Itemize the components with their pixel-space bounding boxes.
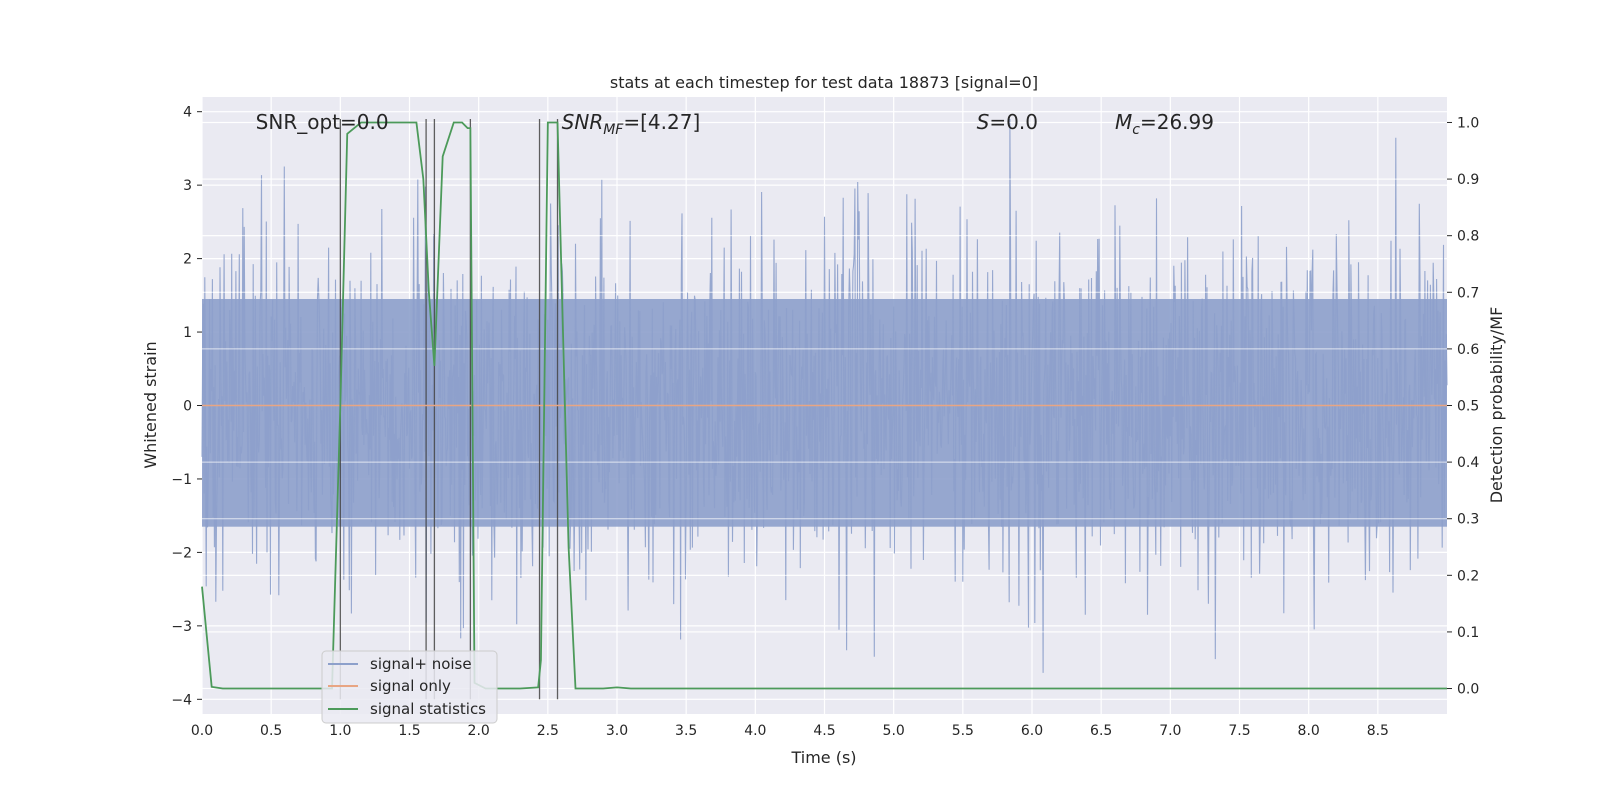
annotation-label: Mc=26.99	[1115, 110, 1214, 138]
y-right-tick-label: 0.5	[1457, 399, 1479, 415]
y-left-tick-label: 1	[183, 325, 192, 341]
y-axis-label-left: Whitened strain	[141, 341, 160, 468]
legend: signal+ noise signal only signal statist…	[321, 650, 498, 724]
x-tick-label: 0.0	[191, 723, 213, 739]
chart-title: stats at each timestep for test data 188…	[610, 73, 1038, 92]
y-left-tick-label: 3	[183, 178, 192, 194]
x-tick-label: 0.5	[260, 723, 282, 739]
x-tick-label: 8.5	[1367, 723, 1389, 739]
x-tick-label: 7.5	[1228, 723, 1250, 739]
y-right-tick-label: 1.0	[1457, 115, 1479, 131]
y-axis-label-right: Detection probability/MF	[1487, 307, 1506, 504]
x-tick-label: 3.0	[606, 723, 628, 739]
x-axis-label: Time (s)	[790, 748, 856, 767]
annotation-label: SNR_opt=0.0	[256, 110, 389, 134]
left-axis-ticks: 4 3 2 1 0 −1 −2 −3 −4	[171, 105, 202, 708]
y-left-tick-label: −4	[171, 692, 192, 708]
y-right-tick-label: 0.4	[1457, 455, 1479, 471]
x-tick-label: 2.0	[468, 723, 490, 739]
x-tick-label: 5.5	[952, 723, 974, 739]
y-right-tick-label: 0.7	[1457, 285, 1479, 301]
x-tick-label: 4.0	[744, 723, 766, 739]
y-left-tick-label: 2	[183, 252, 192, 268]
x-axis-ticks: 0.0 0.5 1.0 1.5 2.0 2.5 3.0 3.5 4.0 4.5 5.0 5.5 6.0 6…	[191, 723, 1389, 739]
y-right-tick-label: 0.3	[1457, 512, 1479, 528]
legend-label-signal-noise: signal+ noise	[370, 655, 472, 673]
y-right-tick-label: 0.0	[1457, 682, 1479, 698]
series-signal-statistics	[201, 121, 1447, 690]
y-left-tick-label: 4	[183, 105, 192, 121]
y-right-tick-label: 0.2	[1457, 568, 1479, 584]
noise-series	[201, 118, 1448, 690]
x-tick-label: 6.5	[1090, 723, 1112, 739]
x-tick-label: 6.0	[1021, 723, 1043, 739]
annotation-label: S=0.0	[977, 110, 1038, 134]
series-signal-noise	[201, 118, 1448, 673]
y-left-tick-label: −3	[171, 619, 192, 635]
x-tick-label: 5.0	[883, 723, 905, 739]
legend-label-signal-statistics: signal statistics	[370, 700, 486, 718]
y-right-tick-label: 0.6	[1457, 342, 1479, 358]
x-tick-label: 4.5	[813, 723, 835, 739]
x-tick-label: 3.5	[675, 723, 697, 739]
annotation-label: SNRMF=[4.27]	[562, 110, 701, 138]
x-tick-label: 1.0	[329, 723, 351, 739]
x-tick-label: 7.0	[1159, 723, 1181, 739]
x-tick-label: 1.5	[398, 723, 420, 739]
y-right-tick-label: 0.9	[1457, 172, 1479, 188]
y-right-tick-label: 0.8	[1457, 229, 1479, 245]
y-right-tick-label: 0.1	[1457, 625, 1479, 641]
x-tick-label: 8.0	[1298, 723, 1320, 739]
legend-box	[321, 650, 498, 724]
y-left-tick-label: 0	[183, 399, 192, 415]
annotations: SNR_opt=0.0 SNRMF=[4.27] S=0.0 Mc=26.99	[256, 110, 1214, 138]
y-left-tick-label: −2	[171, 545, 192, 561]
x-tick-label: 2.5	[537, 723, 559, 739]
y-left-tick-label: −1	[171, 472, 192, 488]
legend-label-signal-only: signal only	[370, 677, 451, 695]
right-axis-ticks: 1.0 0.9 0.8 0.7 0.6 0.5 0.4 0.3 0.2 0.1 0.0	[1447, 115, 1479, 698]
